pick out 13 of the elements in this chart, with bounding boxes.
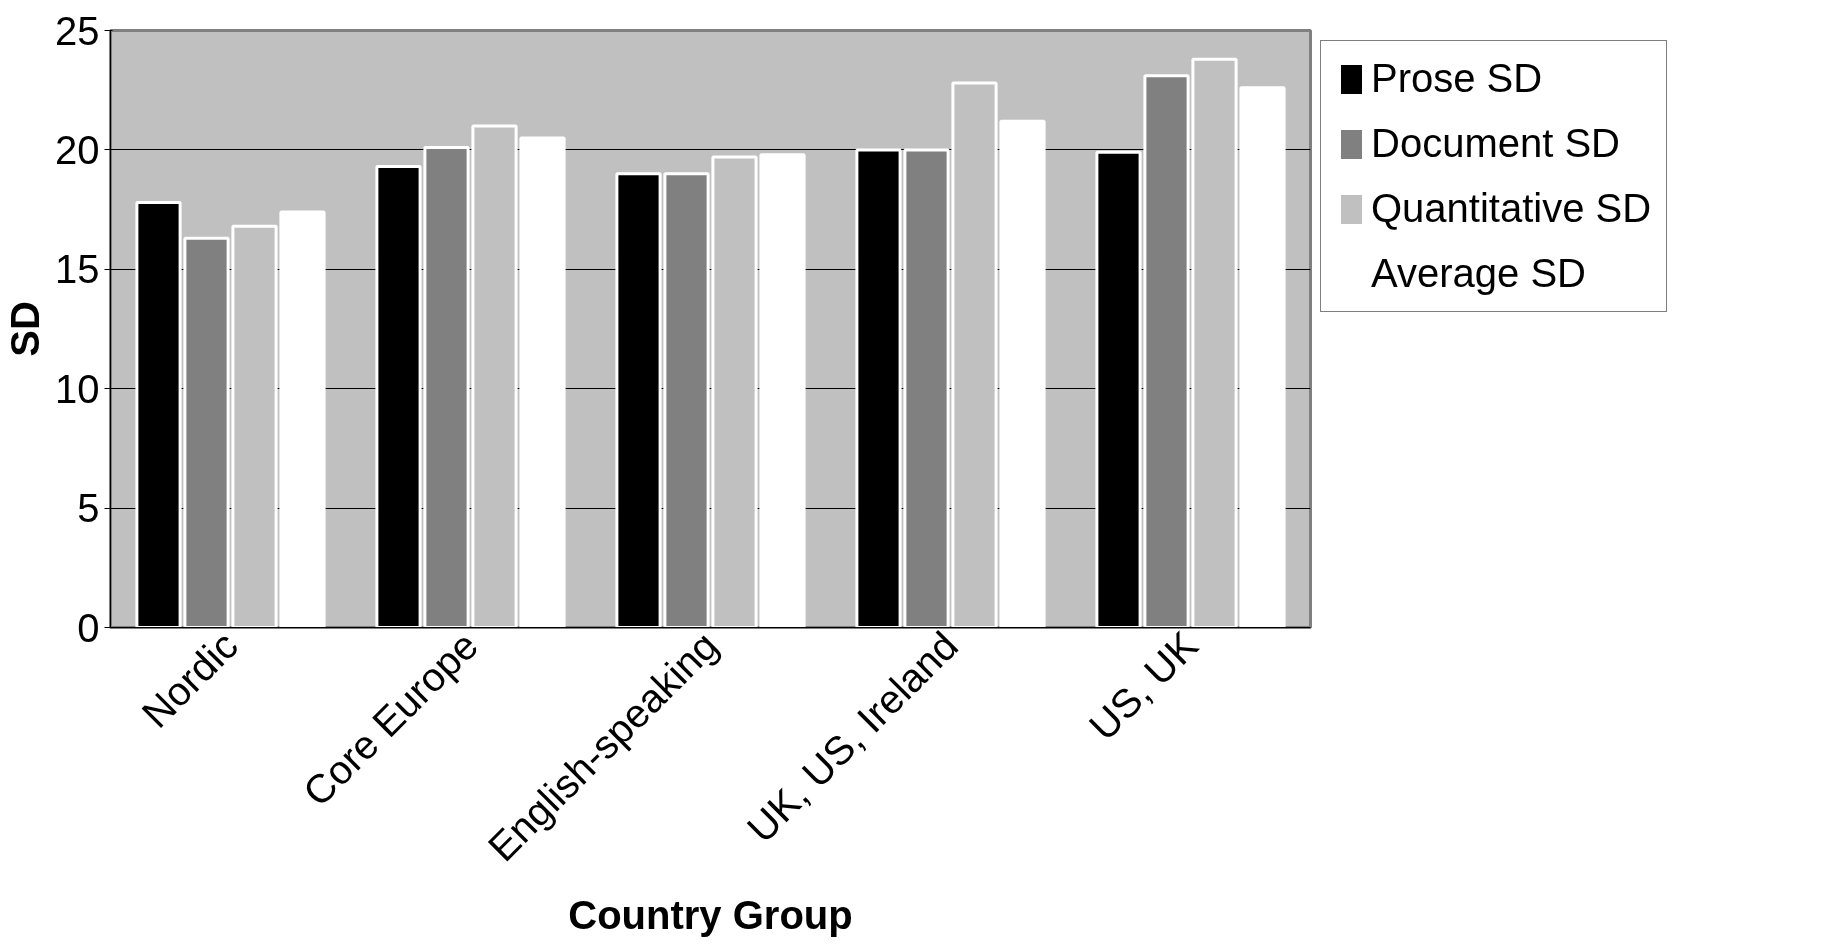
y-tick-label: 0 (77, 605, 100, 650)
y-tick-label: 20 (55, 127, 100, 172)
y-axis-title: SD (3, 301, 48, 357)
y-tick-label: 10 (55, 366, 100, 411)
x-tick-label: US, UK (1080, 622, 1207, 749)
legend-label: Quantitative SD (1371, 186, 1652, 231)
legend-label: Prose SD (1371, 56, 1543, 101)
legend-label: Document SD (1371, 121, 1620, 166)
y-tick-label: 15 (55, 247, 100, 292)
y-tick-label: 5 (77, 486, 100, 531)
x-axis-title: Country Group (568, 893, 853, 938)
text: Average SD (1371, 251, 1586, 296)
y-tick-label: 25 (55, 8, 100, 53)
